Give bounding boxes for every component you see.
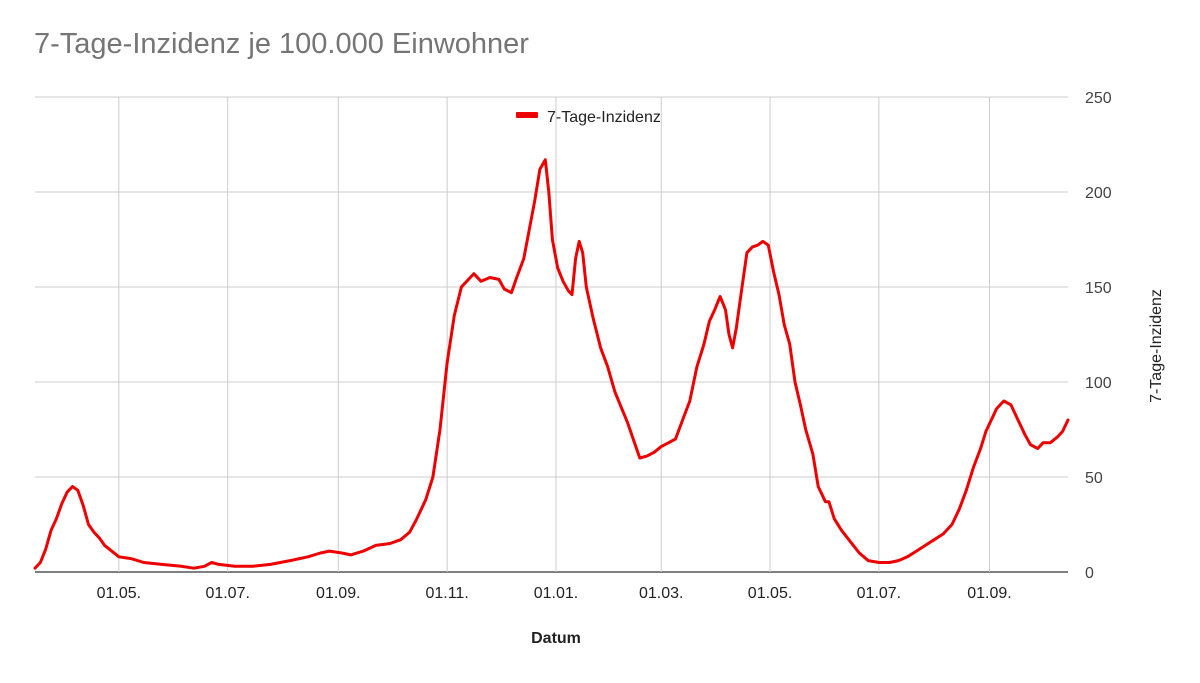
y-tick-label: 200	[1085, 185, 1112, 202]
legend-label: 7-Tage-Inzidenz	[547, 109, 661, 126]
y-tick-label: 0	[1085, 565, 1094, 582]
legend-swatch	[516, 112, 538, 118]
y-tick-label: 150	[1085, 280, 1112, 297]
x-axis-ticks: 01.05. 01.07. 01.09. 01.11. 01.01. 01.03. 01.0…	[97, 585, 1012, 602]
x-tick-label: 01.03.	[639, 585, 683, 602]
series-line	[33, 158, 1070, 570]
chart-title: 7-Tage-Inzidenz je 100.000 Einwohner	[34, 28, 529, 60]
x-tick-label: 01.11.	[425, 585, 468, 602]
y-axis-title: 7-Tage-Inzidenz	[1148, 289, 1165, 403]
y-tick-label: 100	[1085, 375, 1112, 392]
series-layer	[33, 158, 1070, 570]
y-axis-ticks: 0 50 100 150 200 250	[1085, 90, 1112, 582]
x-tick-label: 01.07.	[857, 585, 901, 602]
x-tick-label: 01.05.	[748, 585, 792, 602]
legend: 7-Tage-Inzidenz	[516, 109, 661, 126]
y-tick-label: 250	[1085, 90, 1112, 107]
x-axis-title: Datum	[531, 630, 581, 647]
x-tick-label: 01.01.	[534, 585, 578, 602]
x-tick-label: 01.05.	[97, 585, 141, 602]
y-tick-label: 50	[1085, 470, 1103, 487]
x-tick-label: 01.09.	[316, 585, 360, 602]
x-tick-label: 01.07.	[205, 585, 249, 602]
grid	[35, 96, 1068, 573]
x-tick-label: 01.09.	[967, 585, 1011, 602]
